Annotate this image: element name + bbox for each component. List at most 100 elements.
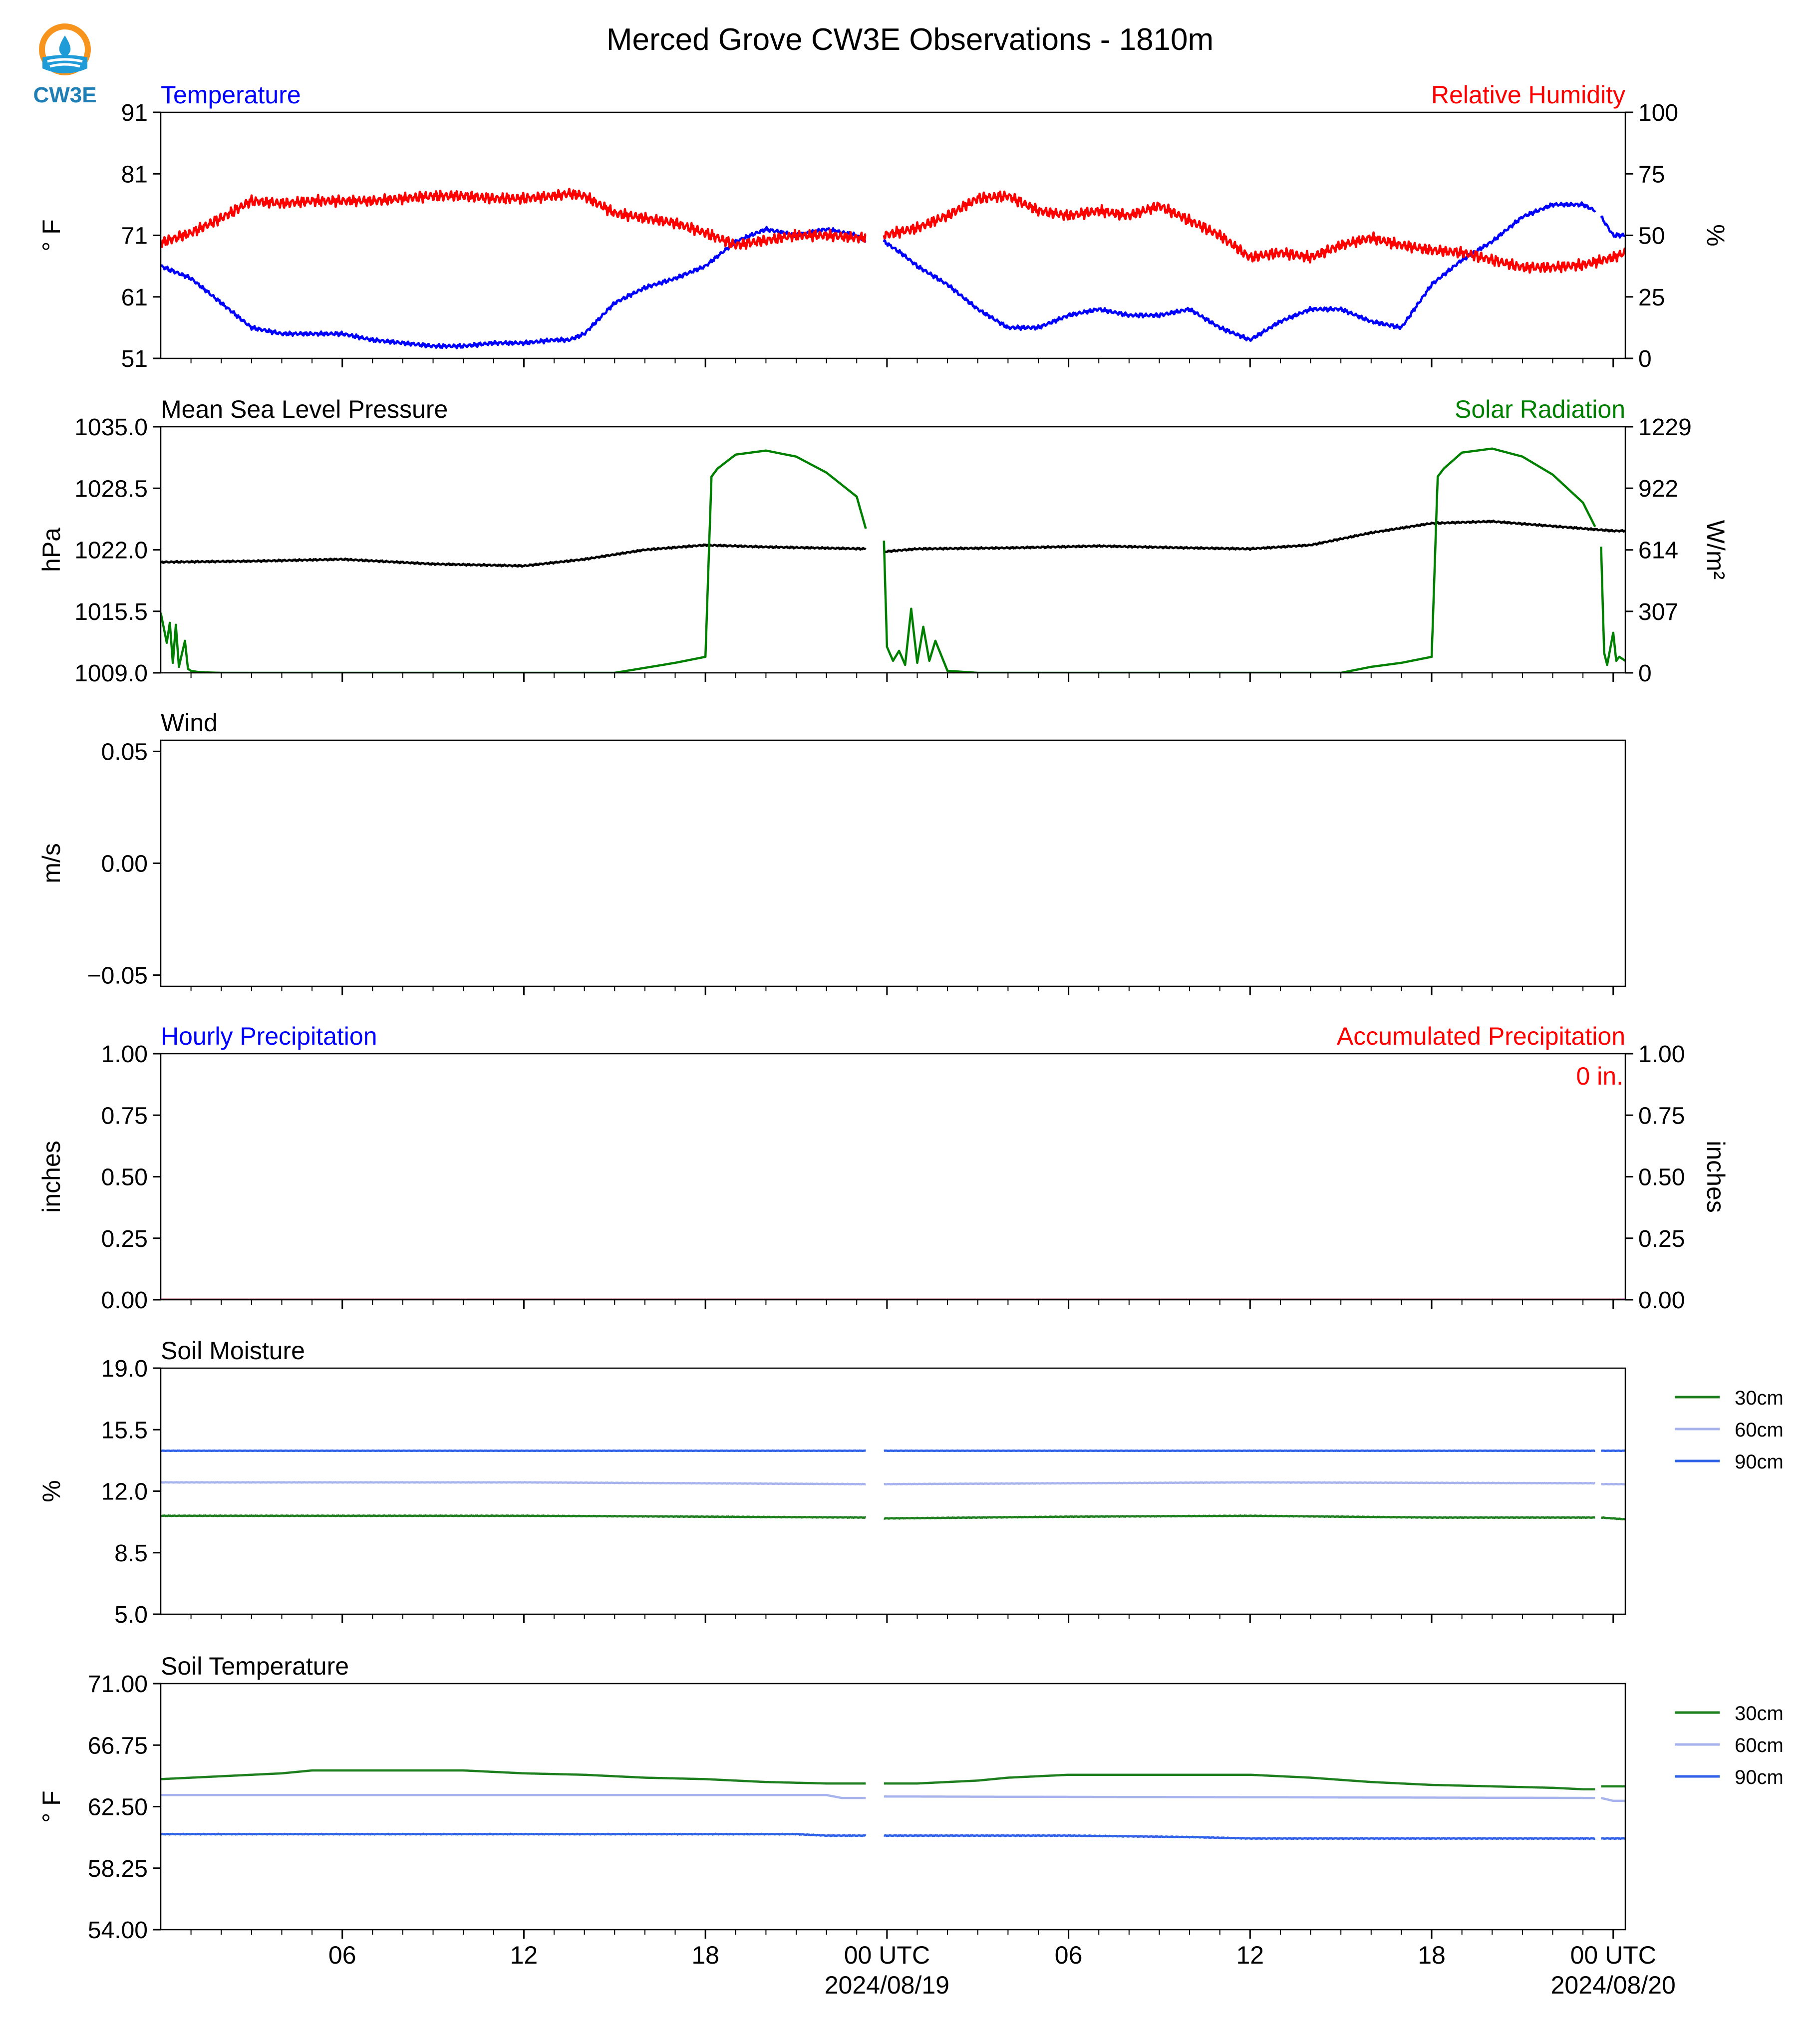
y-tick-label-left: 8.5 (114, 1540, 148, 1567)
y-tick-label-left: −0.05 (87, 963, 148, 989)
y-axis-label-left: hPa (37, 528, 65, 572)
y-axis-label-left: m/s (37, 843, 65, 883)
y-tick-label-right: 614 (1638, 538, 1678, 564)
y-tick-label-left: 1009.0 (74, 660, 148, 687)
panel-title-right: Solar Radiation (1455, 395, 1625, 423)
series-line-right (161, 188, 1625, 274)
legend-label: 90cm (1735, 1451, 1784, 1473)
panel-title-left: Soil Temperature (161, 1652, 349, 1680)
x-tick-label: 00 UTC (844, 1941, 930, 1969)
y-tick-label-left: 0.75 (101, 1103, 148, 1129)
y-tick-label-right: 307 (1638, 599, 1678, 625)
panel-frame (160, 426, 1626, 674)
x-tick-label: 18 (691, 1941, 719, 1969)
y-axis-label-right: % (1702, 224, 1730, 246)
series-line-30cm (161, 1769, 1625, 1790)
y-tick-label-right: 0 (1638, 660, 1652, 687)
y-tick-label-right: 0.00 (1638, 1287, 1685, 1314)
y-tick-label-right: 1.00 (1638, 1041, 1685, 1068)
figure-title: Merced Grove CW3E Observations - 1810m (607, 22, 1213, 57)
y-tick-label-left: 12.0 (101, 1479, 148, 1505)
y-tick-label-left: 1035.0 (74, 414, 148, 441)
x-tick-label: 18 (1418, 1941, 1446, 1969)
y-tick-label-left: 1015.5 (74, 599, 148, 625)
y-tick-label-left: 1.00 (101, 1041, 148, 1068)
panel-title-left: Temperature (161, 81, 301, 109)
series-line-90cm (161, 1449, 1625, 1452)
legend-label: 60cm (1735, 1419, 1784, 1441)
series-line-60cm (161, 1481, 1625, 1486)
y-tick-label-left: 0.00 (101, 1287, 148, 1314)
cw3e-logo: CW3E (27, 17, 102, 107)
y-tick-label-right: 0.25 (1638, 1226, 1685, 1252)
panel-frame (160, 1053, 1626, 1301)
series-line-60cm (161, 1794, 1625, 1802)
series-line-90cm (161, 1832, 1625, 1840)
y-tick-label-right: 75 (1638, 161, 1665, 188)
y-tick-label-left: 61 (121, 285, 148, 311)
y-tick-label-right: 0.50 (1638, 1164, 1685, 1191)
y-tick-label-left: 0.00 (101, 851, 148, 877)
series-line-left (161, 201, 1625, 349)
y-tick-label-left: 81 (121, 161, 148, 188)
y-tick-label-left: 91 (121, 100, 148, 126)
series-line-30cm (161, 1514, 1625, 1520)
y-tick-label-left: 1028.5 (74, 476, 148, 502)
y-tick-label-right: 50 (1638, 223, 1665, 250)
panel-frame (160, 111, 1626, 359)
y-tick-label-right: 1229 (1638, 414, 1692, 441)
x-tick-label: 06 (1055, 1941, 1083, 1969)
y-tick-label-left: 0.05 (101, 739, 148, 765)
y-tick-label-left: 58.25 (88, 1856, 148, 1882)
x-tick-label: 12 (1236, 1941, 1264, 1969)
panel-title-right: Accumulated Precipitation (1337, 1022, 1625, 1050)
panel-title-right: Relative Humidity (1431, 81, 1625, 109)
legend-label: 30cm (1735, 1703, 1784, 1725)
panel-frame (160, 1367, 1626, 1615)
legend-label: 60cm (1735, 1735, 1784, 1756)
series-line-right (161, 447, 1625, 673)
y-tick-label-left: 19.0 (101, 1356, 148, 1382)
panel-title-left: Soil Moisture (161, 1337, 305, 1365)
y-tick-label-left: 54.00 (88, 1917, 148, 1944)
y-tick-label-left: 15.5 (101, 1417, 148, 1444)
y-axis-label-left: ° F (37, 219, 65, 251)
cw3e-logo-icon: CW3E (33, 23, 97, 107)
panel-frame (160, 1683, 1626, 1931)
y-tick-label-left: 71.00 (88, 1671, 148, 1698)
legend-label: 90cm (1735, 1766, 1784, 1788)
y-axis-label-left: % (37, 1480, 65, 1502)
x-tick-label: 06 (328, 1941, 356, 1969)
y-tick-label-left: 66.75 (88, 1733, 148, 1759)
y-tick-label-right: 25 (1638, 285, 1665, 311)
y-axis-label-left: inches (37, 1141, 65, 1213)
y-tick-label-left: 51 (121, 346, 148, 372)
y-axis-label-right: W/m² (1702, 520, 1730, 579)
y-axis-label-left: ° F (37, 1790, 65, 1822)
x-tick-date: 2024/08/20 (1551, 1971, 1676, 1999)
y-tick-label-left: 1022.0 (74, 538, 148, 564)
y-axis-label-right: inches (1702, 1141, 1730, 1213)
x-tick-label: 12 (510, 1941, 538, 1969)
y-tick-label-right: 0 (1638, 346, 1652, 372)
y-tick-label-left: 71 (121, 223, 148, 250)
x-tick-date: 2024/08/19 (825, 1971, 949, 1999)
series-line-left (161, 519, 1625, 568)
x-tick-label: 00 UTC (1570, 1941, 1656, 1969)
y-tick-label-right: 100 (1638, 100, 1678, 126)
legend-label: 30cm (1735, 1387, 1784, 1409)
panel-frame (160, 739, 1626, 987)
y-tick-label-right: 0.75 (1638, 1103, 1685, 1129)
panel-title-left: Hourly Precipitation (161, 1022, 377, 1050)
y-tick-label-left: 0.25 (101, 1226, 148, 1252)
panel-title-left: Wind (161, 709, 218, 737)
logo-text: CW3E (33, 83, 96, 107)
y-tick-label-left: 5.0 (114, 1602, 148, 1628)
panel-title-left: Mean Sea Level Pressure (161, 395, 448, 423)
y-tick-label-left: 0.50 (101, 1164, 148, 1191)
y-tick-label-right: 922 (1638, 476, 1678, 502)
y-tick-label-left: 62.50 (88, 1794, 148, 1821)
logo-drop (59, 35, 71, 57)
precip-total-annotation: 0 in. (1576, 1062, 1623, 1090)
